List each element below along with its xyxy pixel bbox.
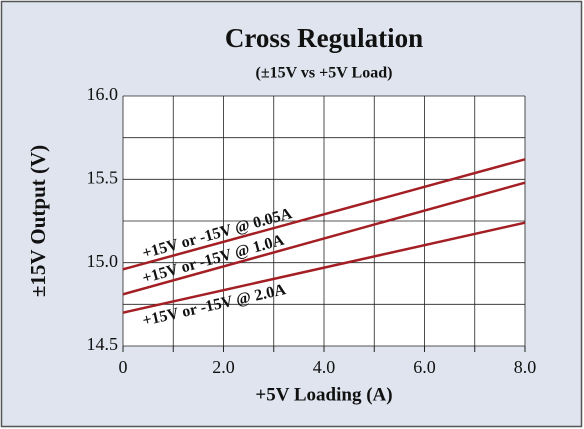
chart-subtitle: (±15V vs +5V Load) [256,65,393,82]
x-tick-label: 8.0 [514,357,537,377]
y-tick-label: 15.5 [87,167,119,187]
x-tick-label: 4.0 [313,357,336,377]
y-tick-label: 14.5 [87,334,119,354]
series-line [122,158,526,271]
y-tick-label: 16.0 [87,84,119,104]
y-axis-label: ±15V Output (V) [26,145,50,297]
x-axis-label: +5V Loading (A) [255,384,392,405]
series-line [122,181,526,296]
x-tick-label: 0 [119,357,128,377]
x-tick-label: 6.0 [413,357,436,377]
series-line [122,221,526,314]
x-tick-label: 2.0 [212,357,235,377]
chart-title: Cross Regulation [225,23,423,53]
y-tick-label: 15.0 [87,251,119,271]
